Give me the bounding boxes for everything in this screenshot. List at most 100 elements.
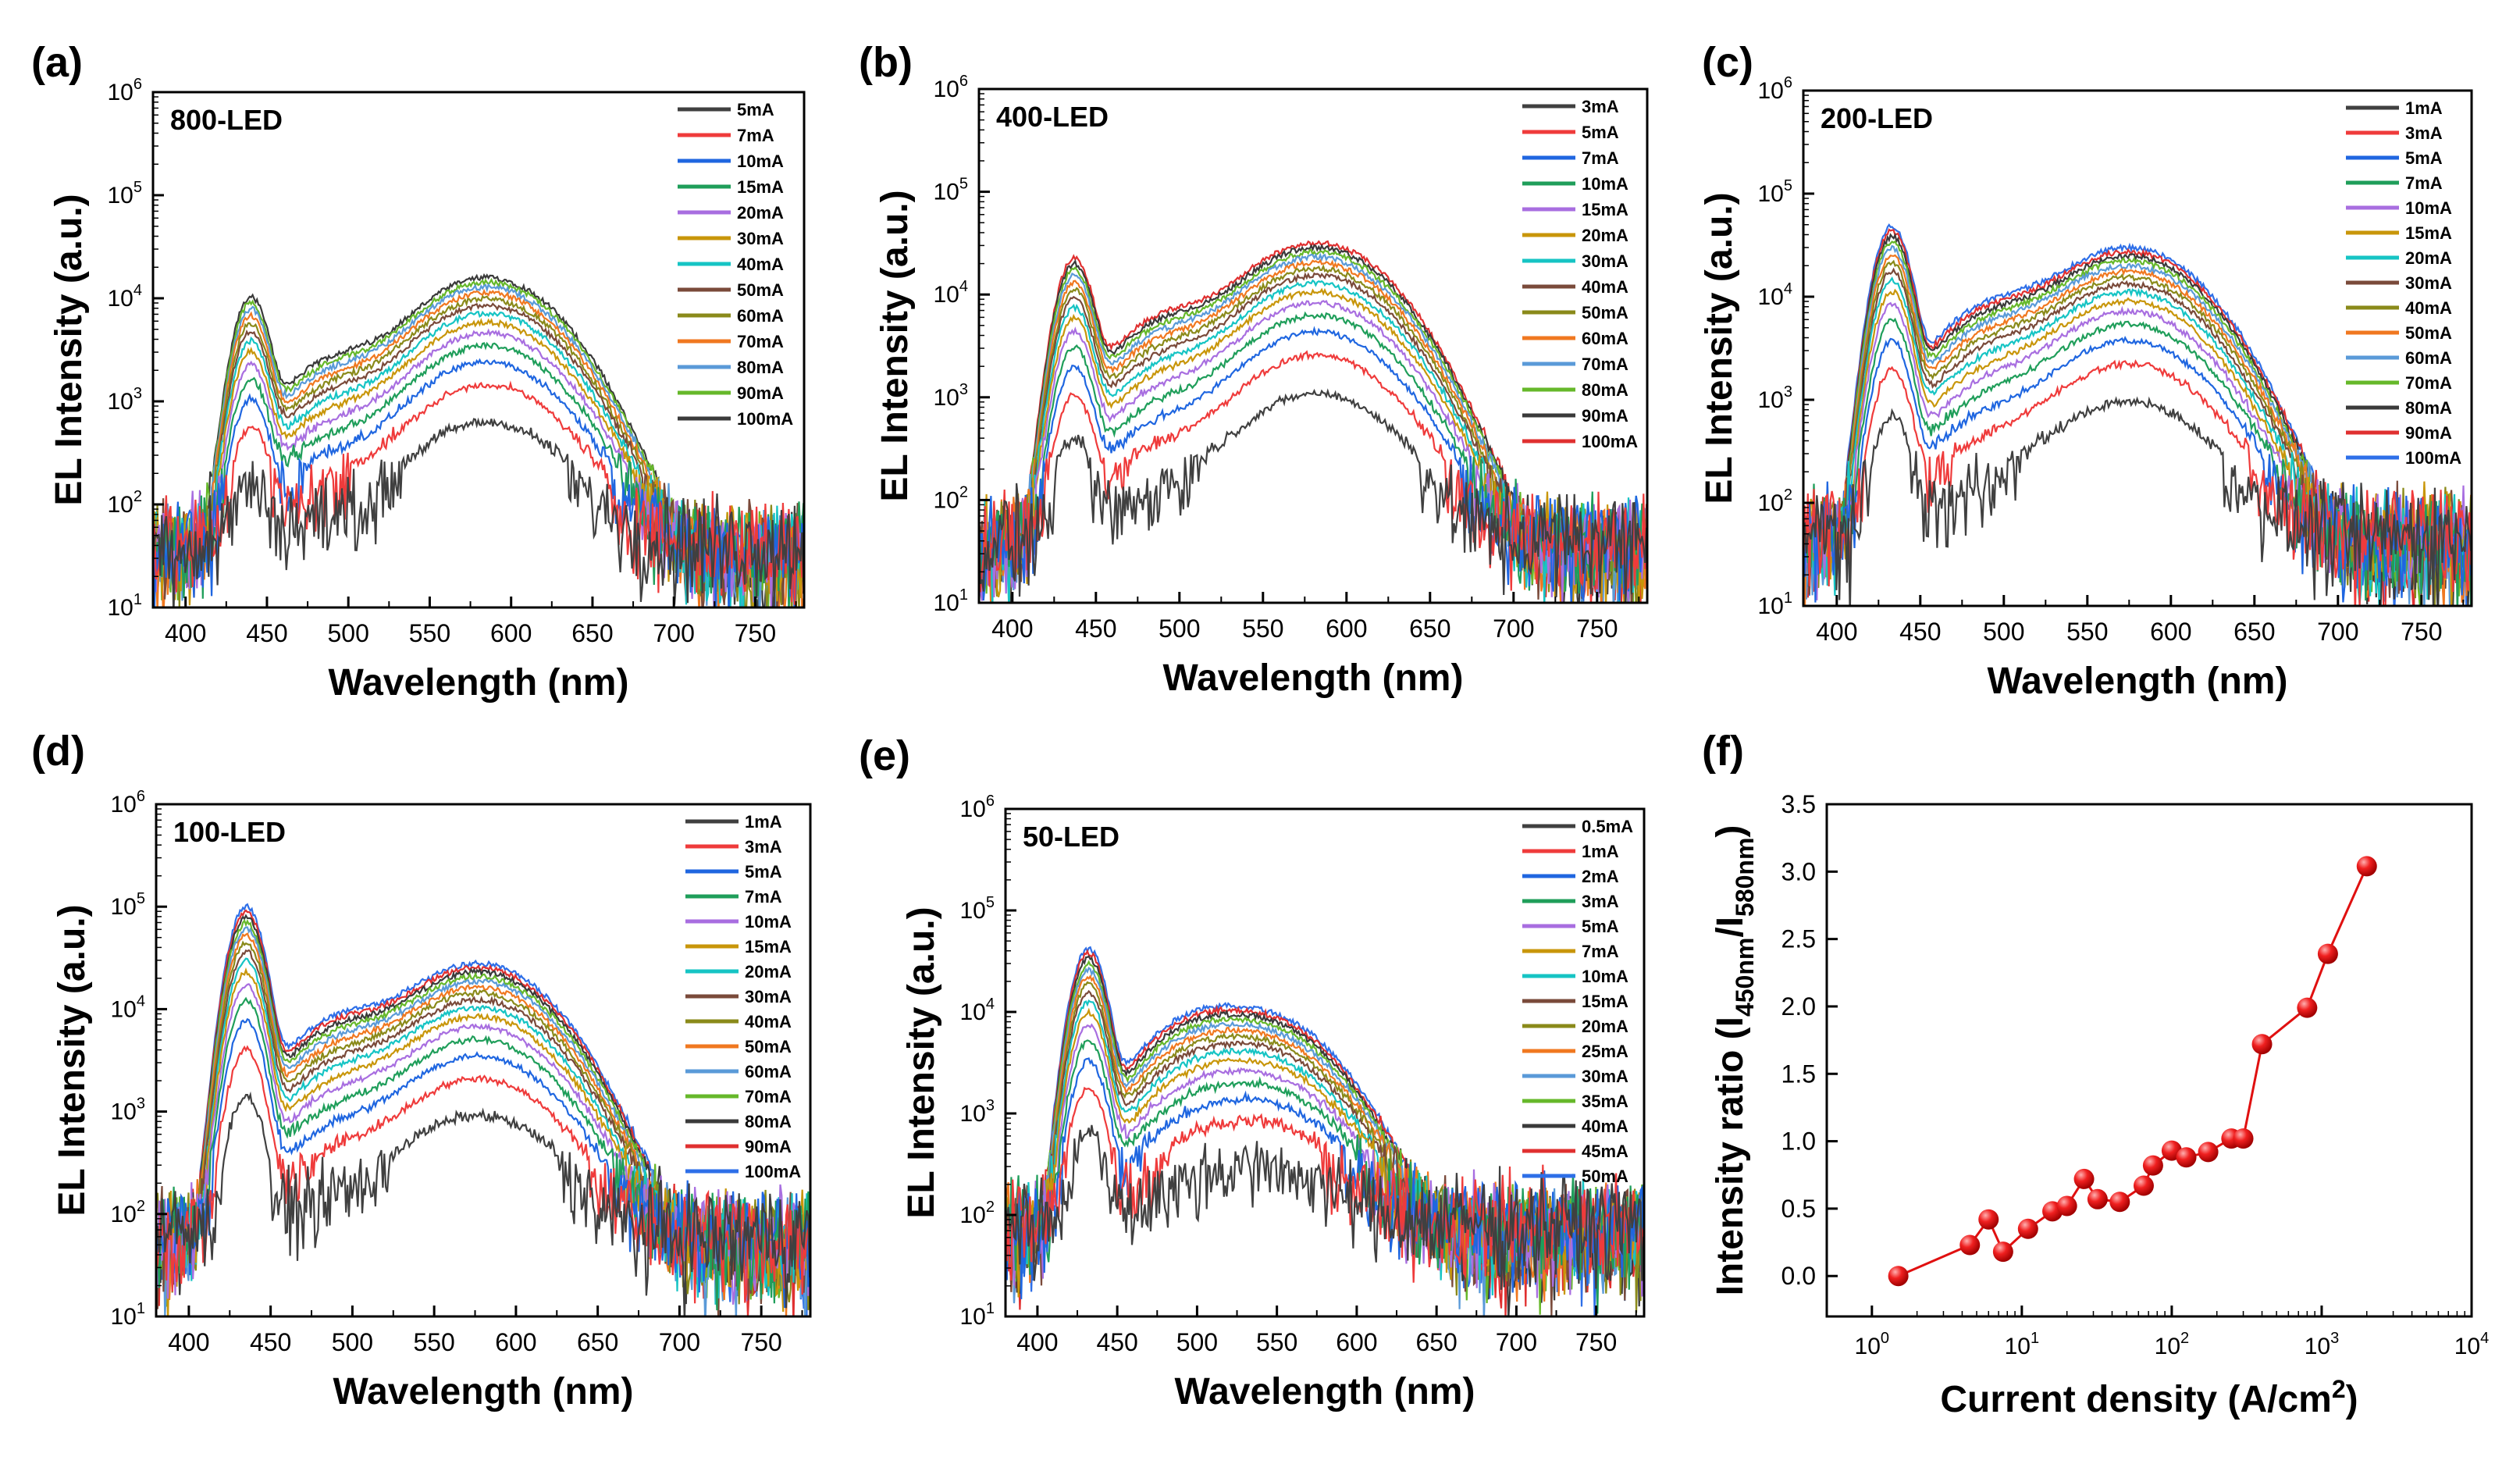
y-tick-exponent: 3 bbox=[1784, 383, 1792, 401]
legend-label: 15mA bbox=[745, 937, 792, 956]
legend-label: 3mA bbox=[1582, 892, 1619, 911]
x-tick-exponent: 3 bbox=[2330, 1330, 2339, 1347]
x-tick-label: 550 bbox=[409, 619, 450, 647]
y-axis-label-part: /I bbox=[1710, 917, 1751, 938]
legend-label: 30mA bbox=[1582, 1067, 1628, 1086]
panel-letter: (f) bbox=[1702, 728, 1744, 775]
y-tick-label: 106 bbox=[1758, 74, 1793, 104]
y-tick-exponent: 4 bbox=[137, 992, 145, 1010]
y-tick-exponent: 5 bbox=[137, 890, 145, 907]
legend-label: 25mA bbox=[1582, 1042, 1628, 1061]
y-tick-label: 101 bbox=[934, 586, 969, 616]
legend-label: 40mA bbox=[2405, 298, 2452, 318]
legend-label: 80mA bbox=[1582, 380, 1628, 400]
y-tick-exponent: 1 bbox=[1784, 590, 1792, 607]
data-point bbox=[2109, 1192, 2130, 1213]
y-tick-label: 3.5 bbox=[1781, 790, 1816, 818]
x-tick-label: 500 bbox=[1159, 615, 1200, 643]
legend-label: 1mA bbox=[745, 812, 782, 832]
y-tick-label: 2.0 bbox=[1781, 992, 1816, 1021]
spectrum-line-3mA bbox=[1803, 359, 2472, 606]
y-tick-exponent: 2 bbox=[1784, 486, 1792, 504]
y-tick-label: 106 bbox=[111, 788, 146, 818]
legend-label: 15mA bbox=[1582, 992, 1628, 1011]
x-tick-label: 103 bbox=[2305, 1330, 2340, 1359]
x-tick-label: 450 bbox=[1096, 1328, 1137, 1356]
y-axis-label: EL Intensity (a.u.) bbox=[874, 190, 916, 501]
y-tick-label: 103 bbox=[960, 1097, 995, 1127]
spectra-group bbox=[153, 273, 804, 607]
x-tick-exponent: 0 bbox=[1881, 1330, 1889, 1347]
legend-label: 60mA bbox=[737, 306, 784, 326]
panel-title: 800-LED bbox=[170, 104, 283, 136]
spectrum-line-3mA bbox=[156, 1045, 810, 1304]
legend-label: 3mA bbox=[1582, 97, 1619, 116]
x-tick-label: 450 bbox=[1899, 618, 1941, 646]
legend-label: 100mA bbox=[737, 409, 793, 429]
y-tick-label: 103 bbox=[1758, 383, 1793, 413]
axes-frame bbox=[977, 87, 1649, 604]
legend-label: 50mA bbox=[2405, 323, 2452, 343]
y-tick-label: 104 bbox=[1758, 280, 1793, 310]
x-tick-label: 500 bbox=[332, 1328, 373, 1356]
data-point bbox=[2017, 1218, 2038, 1239]
legend-label: 3mA bbox=[745, 837, 782, 857]
data-point bbox=[2251, 1034, 2273, 1055]
spectrum-line-10mA bbox=[153, 358, 804, 607]
x-tick-label: 550 bbox=[1256, 1328, 1297, 1356]
spectrum-line-60mA bbox=[1803, 244, 2472, 606]
x-axis-label-end: ) bbox=[2346, 1379, 2358, 1420]
x-tick-label: 550 bbox=[413, 1328, 454, 1356]
legend-label: 15mA bbox=[1582, 200, 1628, 219]
x-tick-label: 600 bbox=[2150, 618, 2191, 646]
x-tick-exponent: 1 bbox=[2031, 1330, 2039, 1347]
y-tick-label: 104 bbox=[960, 996, 995, 1025]
x-tick-label: 750 bbox=[2401, 618, 2442, 646]
legend-label: 1mA bbox=[2405, 98, 2443, 118]
legend-label: 45mA bbox=[1582, 1142, 1628, 1161]
y-tick-label: 106 bbox=[108, 76, 143, 105]
y-tick-exponent: 5 bbox=[986, 894, 995, 911]
y-tick-exponent: 2 bbox=[959, 483, 968, 501]
data-point bbox=[2176, 1147, 2197, 1168]
data-point bbox=[2133, 1175, 2154, 1196]
data-point bbox=[1978, 1209, 1999, 1230]
y-axis-label: EL Intensity (a.u.) bbox=[901, 907, 942, 1218]
x-tick-label: 700 bbox=[653, 619, 695, 647]
legend-label: 10mA bbox=[1582, 967, 1628, 986]
y-tick-label: 105 bbox=[1758, 177, 1793, 207]
y-tick-exponent: 4 bbox=[959, 278, 968, 295]
y-tick-exponent: 3 bbox=[133, 385, 142, 402]
panel-letter: (c) bbox=[1702, 39, 1753, 86]
legend-label: 10mA bbox=[737, 151, 784, 171]
y-tick-label: 101 bbox=[1758, 590, 1793, 619]
legend-label: 80mA bbox=[737, 358, 784, 377]
panel-letter: (a) bbox=[31, 39, 83, 86]
x-tick-label: 400 bbox=[165, 619, 206, 647]
legend-label: 30mA bbox=[737, 229, 784, 248]
panel-title: 100-LED bbox=[173, 816, 286, 848]
x-tick-label: 650 bbox=[571, 619, 613, 647]
y-axis-label: EL Intensity (a.u.) bbox=[48, 194, 90, 505]
spectrum-line-40mA bbox=[153, 310, 804, 607]
legend-label: 2mA bbox=[1582, 867, 1619, 886]
y-tick-label: 0.0 bbox=[1781, 1262, 1816, 1290]
legend-label: 80mA bbox=[745, 1112, 792, 1131]
ratio-line bbox=[1898, 865, 2369, 1277]
y-axis-label: Intensity ratio (I450nm/I580nm) bbox=[1710, 825, 1759, 1296]
x-tick-exponent: 2 bbox=[2180, 1330, 2189, 1347]
data-point bbox=[1959, 1234, 1981, 1256]
spectra-group bbox=[156, 903, 810, 1316]
axes-frame bbox=[1825, 803, 2473, 1318]
legend-label: 90mA bbox=[2405, 423, 2452, 443]
panel-a: 400 450 500 550 600 650 700 750 101 102 103 104 105 1… bbox=[31, 39, 806, 704]
y-tick-label: 101 bbox=[108, 591, 143, 621]
x-tick-label: 700 bbox=[1496, 1328, 1537, 1356]
legend-label: 100mA bbox=[1582, 432, 1638, 451]
x-axis-label: Wavelength (nm) bbox=[333, 1371, 634, 1412]
panel-f: 100 101 102 103 1040.00.51.01.52.02.53.03.5C… bbox=[1702, 728, 2489, 1420]
y-tick-label: 105 bbox=[111, 890, 146, 920]
legend-label: 7mA bbox=[1582, 942, 1619, 961]
legend-label: 50mA bbox=[745, 1037, 792, 1056]
axes-frame bbox=[151, 91, 806, 609]
